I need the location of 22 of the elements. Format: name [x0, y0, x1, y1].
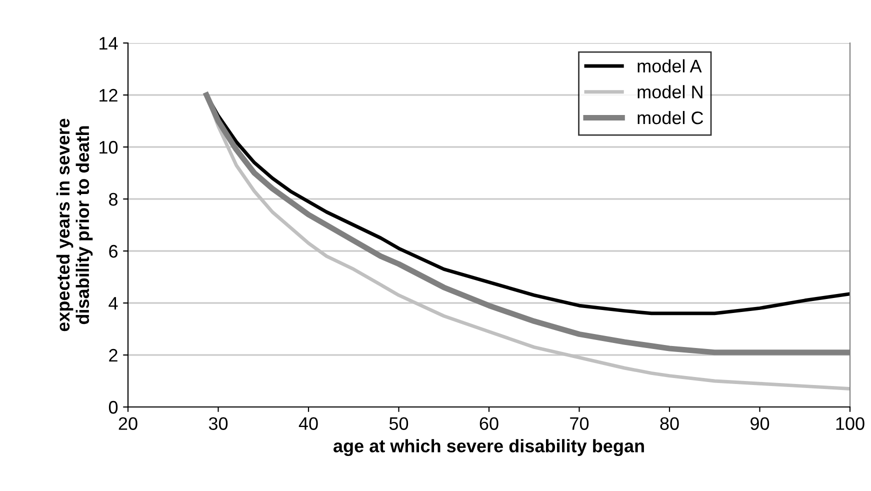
y-axis-title: expected years in severe disability prior to death [56, 118, 93, 332]
legend-label: model N [638, 85, 702, 98]
y-tick-label: 2 [109, 348, 118, 362]
y-tick-label: 8 [109, 192, 118, 206]
x-tick-label: 60 [480, 417, 498, 430]
x-tick-label: 20 [118, 417, 138, 430]
x-axis-title: age at which severe disability began [334, 439, 644, 456]
x-tick-label: 100 [836, 417, 864, 430]
x-tick-label: 90 [750, 417, 770, 430]
x-tick-label: 30 [208, 417, 228, 430]
y-tick-label: 10 [100, 140, 118, 154]
y-tick-label: 12 [100, 88, 118, 102]
x-tick-label: 50 [389, 417, 408, 430]
legend-label: model C [638, 110, 704, 124]
x-tick-label: 70 [570, 417, 589, 430]
y-tick-label: 4 [108, 297, 118, 310]
y-tick-label: 6 [109, 244, 118, 258]
x-tick-label: 40 [298, 417, 318, 430]
legend-label: model A [638, 59, 702, 73]
y-tick-label: 0 [108, 400, 118, 414]
x-tick-label: 80 [660, 417, 679, 430]
y-tick-label: 14 [100, 37, 118, 50]
